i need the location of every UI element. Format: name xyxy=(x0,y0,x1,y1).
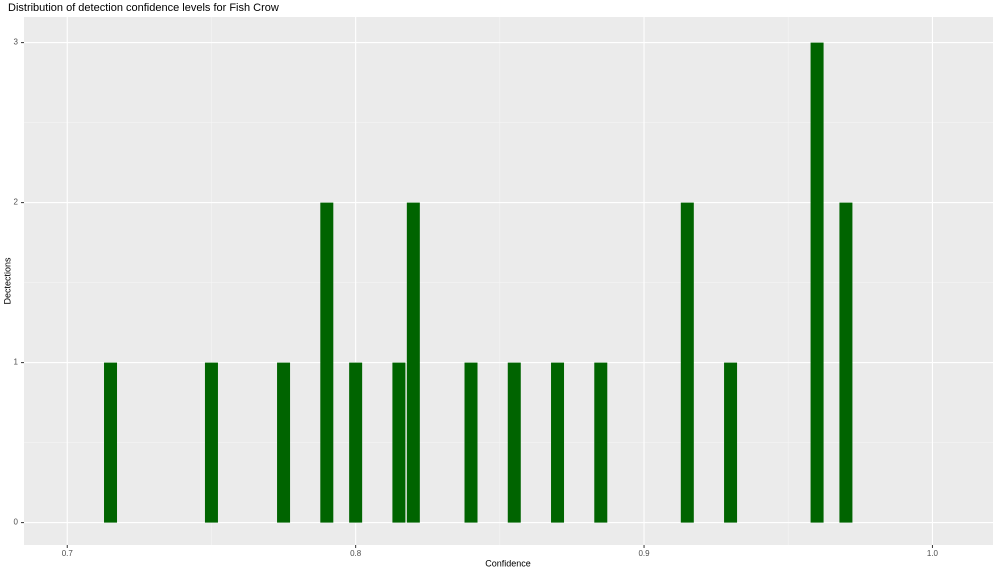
bar xyxy=(551,362,565,523)
bar xyxy=(464,362,478,523)
y-tick-label: 1 xyxy=(14,358,19,367)
bar xyxy=(724,362,738,523)
chart-title: Distribution of detection confidence lev… xyxy=(8,2,279,14)
bar xyxy=(594,362,608,523)
x-tick-label: 0.7 xyxy=(62,549,74,558)
x-tick-label: 0.9 xyxy=(638,549,650,558)
bar xyxy=(204,362,218,523)
y-tick-label: 0 xyxy=(14,518,19,527)
x-tick-label: 0.8 xyxy=(350,549,362,558)
y-axis-label: Dectections xyxy=(2,257,12,305)
bar xyxy=(277,362,291,523)
bar xyxy=(680,202,694,523)
bar xyxy=(392,362,406,523)
y-tick-label: 3 xyxy=(14,38,19,47)
bar xyxy=(349,362,363,523)
x-tick-label: 1.0 xyxy=(927,549,939,558)
bar xyxy=(507,362,521,523)
bar xyxy=(810,42,824,523)
bar xyxy=(320,202,334,523)
x-axis-label: Confidence xyxy=(485,558,531,568)
y-tick-label: 2 xyxy=(14,198,19,207)
bar xyxy=(406,202,420,523)
bar xyxy=(104,362,118,523)
bar xyxy=(839,202,853,523)
